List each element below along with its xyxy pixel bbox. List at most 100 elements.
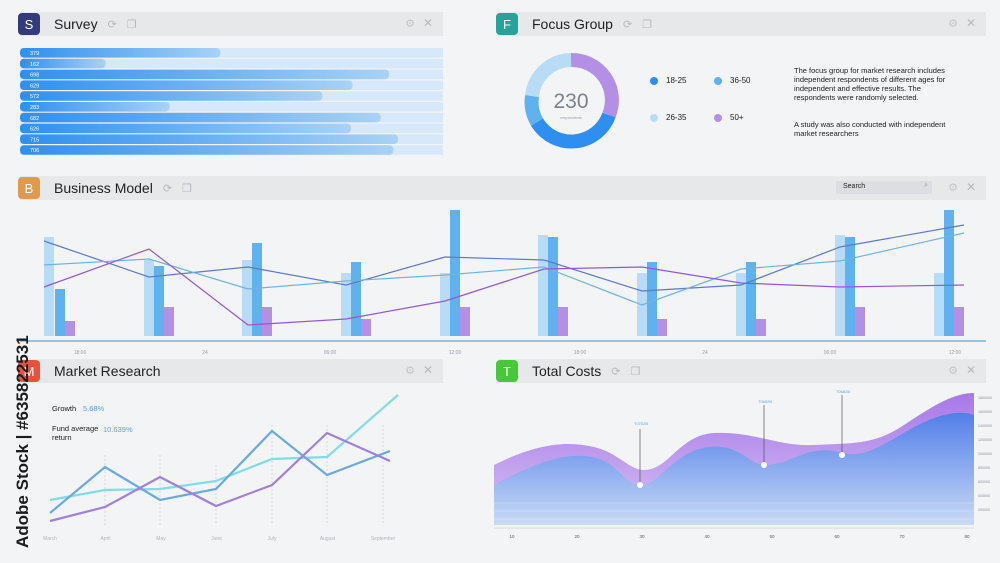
costs-annotation-1: T0702B [634, 421, 648, 426]
donut-segment-50plus [570, 52, 619, 118]
business-title: Business Model [54, 180, 153, 196]
legend-dot [650, 113, 658, 122]
costs-annotation-2: T0652B [758, 399, 772, 404]
donut-segment-36-50 [524, 94, 544, 126]
market-x-tick: April [100, 536, 110, 542]
market-badge: M [18, 360, 40, 382]
survey-header: S Survey ⟳ ❐ ⚙ ✕ [18, 12, 443, 36]
survey-bar-value: 379 [30, 51, 39, 57]
market-line-chart: March April May June July August September [43, 394, 399, 542]
survey-bar-value: 706 [30, 148, 39, 154]
business-search-input[interactable]: Search ⌕ [836, 181, 932, 194]
settings-icon[interactable]: ⚙ [948, 18, 958, 30]
settings-icon[interactable]: ⚙ [405, 18, 415, 30]
costs-marker-2 [761, 462, 767, 468]
close-icon[interactable]: ✕ [965, 363, 976, 377]
donut-segment-18-25 [530, 112, 616, 149]
focus-badge: F [496, 13, 518, 35]
survey-bar-value: 682 [30, 116, 39, 122]
focus-title: Focus Group [532, 16, 613, 32]
costs-area-chart: T0702B T0652B T0682B 10 20 30 40 50 60 70 80 18… [494, 389, 992, 539]
market-title: Market Research [54, 363, 161, 379]
business-x-tick: 18:00 [74, 350, 87, 356]
growth-value: 5.68% [83, 404, 105, 413]
bar-group-4 [341, 262, 371, 336]
costs-y-tick: 1200000 [978, 438, 992, 442]
survey-bar [20, 69, 390, 80]
costs-y-axis: 1800000 1600000 1400000 1200000 1000000 80000… [978, 396, 992, 512]
legend-18-25: 18-25 [650, 76, 686, 85]
business-x-tick: 12:00 [949, 350, 962, 356]
legend-dot [714, 113, 722, 122]
costs-x-tick: 50 [769, 534, 775, 539]
costs-x-tick: 70 [899, 534, 905, 539]
survey-bar-value: 572 [30, 94, 39, 100]
fund-value: 10.639% [103, 425, 133, 434]
business-badge: B [18, 177, 40, 199]
costs-x-tick: 20 [574, 534, 580, 539]
legend-label: 36-50 [730, 76, 751, 85]
survey-bar-value: 162 [30, 62, 39, 68]
market-x-tick: July [268, 536, 277, 542]
market-x-tick: September [371, 536, 396, 542]
refresh-icon[interactable]: ⟳ [162, 182, 173, 195]
market-line-cyan [49, 394, 399, 502]
market-line-purple [49, 431, 391, 523]
costs-y-tick: 400000 [978, 494, 990, 498]
close-icon[interactable]: ✕ [965, 180, 976, 194]
costs-area-blue [494, 412, 974, 525]
business-line-light [43, 232, 965, 306]
focus-description: The focus group for market research incl… [794, 66, 946, 102]
copy-icon[interactable]: ❐ [126, 18, 137, 31]
settings-icon[interactable]: ⚙ [405, 365, 415, 377]
bar-group-2 [144, 260, 174, 336]
close-icon[interactable]: ✕ [965, 16, 976, 30]
bar-group-6 [538, 235, 568, 336]
focus-donut-chart: 230 respondents [524, 52, 619, 149]
survey-title: Survey [54, 16, 98, 32]
costs-y-tick: 1400000 [978, 424, 992, 428]
bar-group-9 [835, 235, 865, 336]
market-x-tick: March [43, 536, 57, 542]
bar-group-10 [934, 210, 964, 336]
donut-sublabel: respondents [560, 115, 582, 120]
costs-badge: T [496, 360, 518, 382]
copy-icon[interactable]: ❐ [630, 365, 641, 378]
business-x-tick: 12:00 [449, 350, 462, 356]
donut-segment-26-35 [525, 53, 572, 98]
settings-icon[interactable]: ⚙ [948, 182, 958, 194]
survey-badge: S [18, 13, 40, 35]
costs-y-tick: 1600000 [978, 410, 992, 414]
survey-bar [20, 80, 353, 90]
business-x-tick: 18:00 [574, 350, 587, 356]
bar-group-8 [736, 262, 766, 336]
close-icon[interactable]: ✕ [422, 16, 433, 30]
survey-bar [20, 48, 221, 58]
close-icon[interactable]: ✕ [422, 363, 433, 377]
growth-label: Growth [52, 404, 77, 413]
refresh-icon[interactable]: ⟳ [622, 18, 633, 31]
costs-y-tick: 800000 [978, 466, 990, 470]
business-x-tick: 06:00 [324, 350, 337, 356]
costs-x-tick: 40 [704, 534, 710, 539]
legend-label: 50+ [730, 113, 744, 122]
settings-icon[interactable]: ⚙ [948, 365, 958, 377]
legend-36-50: 36-50 [714, 76, 750, 85]
refresh-icon[interactable]: ⟳ [611, 365, 621, 378]
copy-icon[interactable]: ❐ [182, 182, 192, 195]
business-x-tick: 06:00 [824, 350, 837, 356]
refresh-icon[interactable]: ⟳ [107, 18, 117, 31]
legend-label: 26-35 [666, 113, 687, 122]
costs-marker-1 [637, 482, 643, 488]
costs-x-tick: 30 [639, 534, 645, 539]
focus-description-2: A study was also conducted with independ… [794, 120, 946, 138]
costs-marker-3 [839, 452, 845, 458]
survey-bar [20, 112, 381, 123]
copy-icon[interactable]: ❐ [642, 18, 653, 31]
market-x-axis: March April May June July August September [43, 536, 396, 542]
market-x-tick: May [156, 536, 166, 542]
legend-dot [650, 76, 658, 85]
survey-row-bg [20, 58, 443, 69]
costs-y-tick: 200000 [978, 508, 990, 512]
bar-group-3 [242, 243, 272, 336]
